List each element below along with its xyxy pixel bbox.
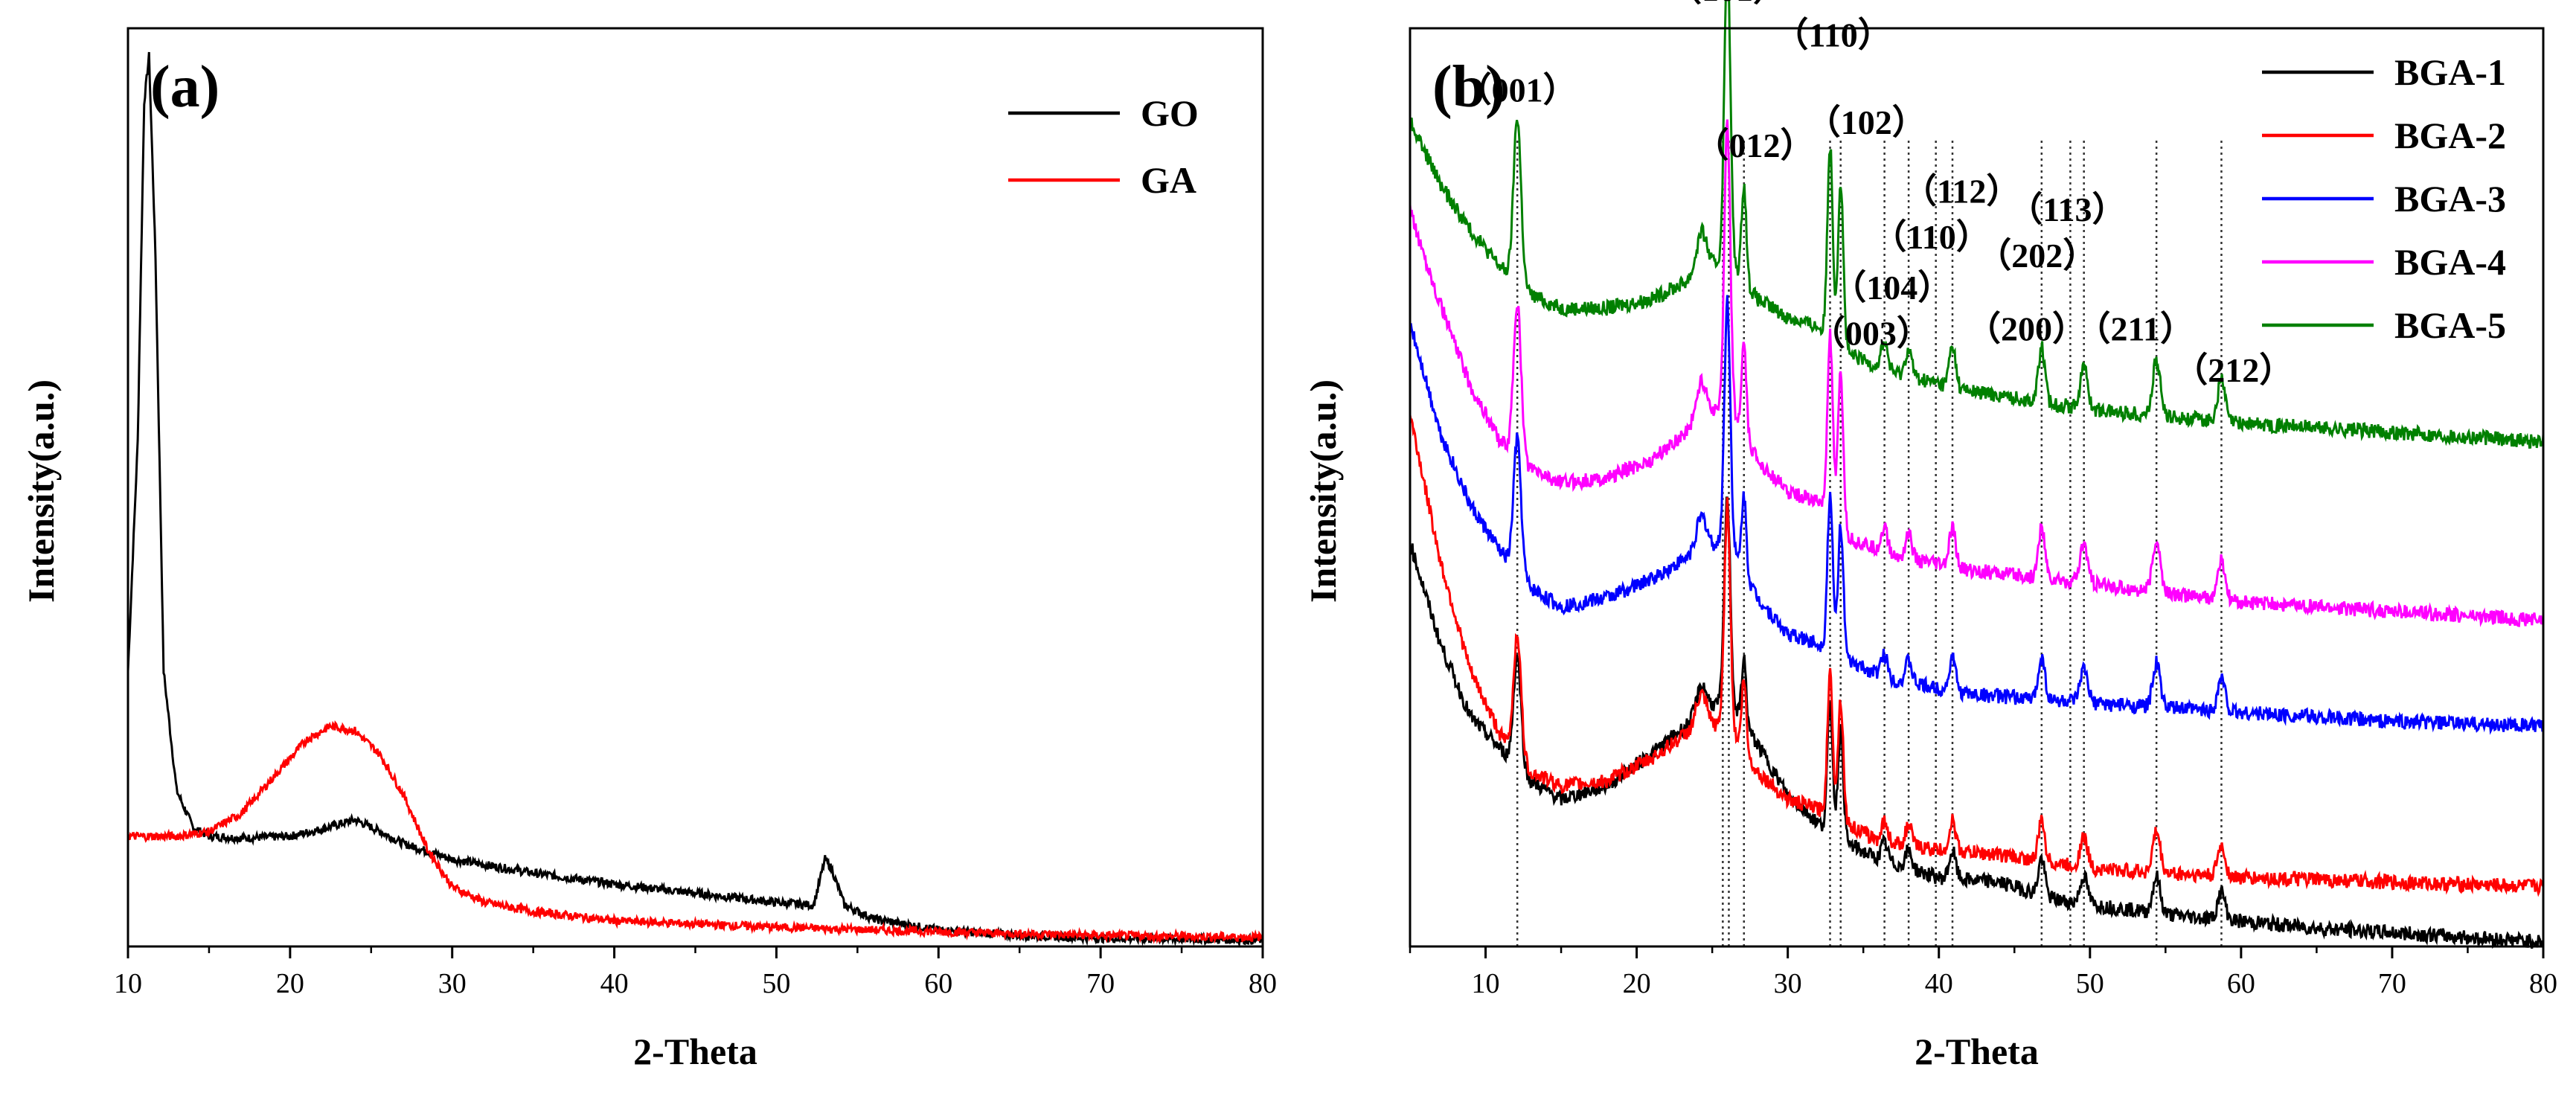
x-tick-label: 10 bbox=[1472, 968, 1500, 999]
x-tick-label: 30 bbox=[1774, 968, 1802, 999]
plot-frame bbox=[1409, 27, 2545, 948]
x-tick-label: 20 bbox=[276, 968, 304, 999]
series-line-bga-2 bbox=[1409, 414, 2544, 897]
y-axis-label: Intensity(a.u.) bbox=[20, 379, 62, 603]
peak-annotation: （102） bbox=[1807, 103, 1926, 141]
x-tick-label: 70 bbox=[1086, 968, 1115, 999]
panel-label: (b) bbox=[1432, 54, 1505, 120]
peak-annotation: （001） bbox=[1458, 71, 1577, 109]
panel-a-chart: 10 20 30 40 50 60 70 80 2-Theta Intensity(a.u.) (a… bbox=[20, 27, 1277, 1072]
legend-label: BGA-4 bbox=[2394, 241, 2506, 283]
x-tick-label: 40 bbox=[600, 968, 629, 999]
legend-label: BGA-5 bbox=[2394, 304, 2506, 346]
x-tick-label: 60 bbox=[2227, 968, 2255, 999]
panel-b-chart: 10 20 30 40 50 60 70 80 2-Theta Intensity(a.u.) (b… bbox=[1302, 0, 2557, 1072]
peak-annotation: （202） bbox=[1977, 237, 2097, 275]
peak-annotation: （110） bbox=[1774, 16, 1891, 54]
x-tick-label: 50 bbox=[2076, 968, 2104, 999]
x-tick-label: 60 bbox=[924, 968, 952, 999]
series-line-bga-3 bbox=[1409, 295, 2545, 735]
y-axis-label: Intensity(a.u.) bbox=[1302, 379, 1344, 603]
peak-annotation: （104） bbox=[1832, 269, 1952, 307]
legend-label: BGA-3 bbox=[2394, 178, 2506, 220]
panel-label: (a) bbox=[150, 54, 220, 120]
legend-label: BGA-1 bbox=[2394, 51, 2506, 93]
x-tick-label: 80 bbox=[1249, 968, 1277, 999]
peak-annotation: （003） bbox=[1811, 315, 1931, 353]
x-tick-label: 70 bbox=[2378, 968, 2406, 999]
x-axis-label: 2-Theta bbox=[633, 1031, 757, 1072]
series-line-ga bbox=[126, 720, 1264, 944]
peak-annotation: （113） bbox=[2008, 190, 2126, 228]
peak-annotation: （200） bbox=[1967, 310, 2086, 348]
peak-annotation: （012） bbox=[1694, 126, 1814, 164]
peak-annotation: （101） bbox=[1667, 0, 1787, 8]
peak-annotation: （112） bbox=[1903, 172, 2020, 210]
x-tick-label: 10 bbox=[114, 968, 142, 999]
x-tick-label: 30 bbox=[438, 968, 467, 999]
legend-label: BGA-2 bbox=[2394, 115, 2506, 156]
legend-label: GO bbox=[1141, 92, 1199, 134]
x-axis-label: 2-Theta bbox=[1915, 1031, 2039, 1072]
series-line-go bbox=[126, 51, 1264, 948]
x-tick-label: 20 bbox=[1623, 968, 1651, 999]
peak-annotation: （211） bbox=[2076, 310, 2194, 348]
x-tick-label: 40 bbox=[1925, 968, 1953, 999]
peak-annotation: （212） bbox=[2173, 351, 2293, 389]
peak-annotation: （110） bbox=[1872, 218, 1990, 256]
series-line-bga-1 bbox=[1409, 496, 2545, 949]
legend-label: GA bbox=[1141, 159, 1196, 201]
series-line-bga-5 bbox=[1409, 0, 2545, 449]
plot-frame bbox=[126, 27, 1264, 948]
x-tick-label: 50 bbox=[762, 968, 790, 999]
x-tick-label: 80 bbox=[2529, 968, 2557, 999]
series-line-bga-4 bbox=[1409, 119, 2545, 627]
